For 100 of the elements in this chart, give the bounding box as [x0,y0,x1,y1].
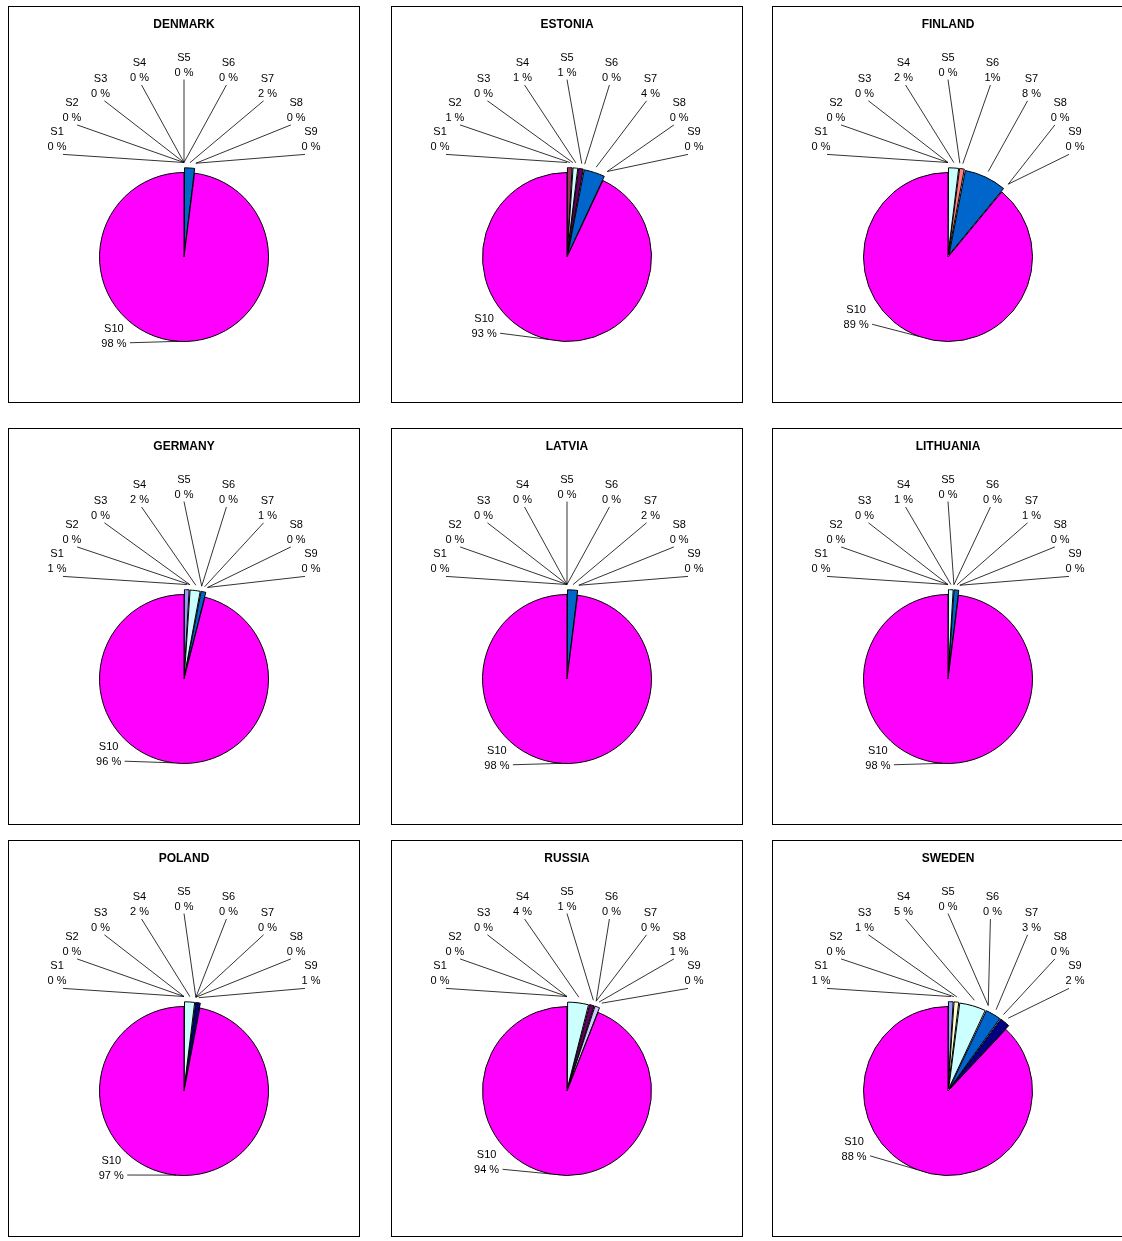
text: 0 % [811,562,831,575]
data-label: 96 % [96,755,122,768]
data-label: 2 % [130,493,150,506]
text: 0 % [826,944,846,957]
category-label: S2 [448,929,462,942]
data-label: 1 % [257,508,278,521]
slice-label: S3 [857,905,872,918]
category-label: S8 [672,517,686,530]
text: 0 % [938,65,958,78]
category-label: S5 [177,884,191,897]
slice-label: S10 [868,743,888,756]
category-label: S9 [304,125,318,138]
category-label: S9 [1068,125,1082,138]
text: 0 % [669,532,689,545]
text: 0 % [430,562,450,575]
text: 0 % [1050,532,1070,545]
text: 0 % [474,508,494,521]
data-label: 93 % [471,327,497,340]
slice-label: S9 [1068,959,1082,972]
category-label: S1 [433,959,447,972]
text: 0 % [445,944,465,957]
slice-label: S7 [260,493,275,506]
slice-label: S4 [896,890,911,903]
category-label: S9 [687,959,701,972]
text: 0 % [1065,562,1085,575]
category-label: S3 [476,71,491,84]
category-label: S6 [604,890,619,903]
data-label: 2 % [640,508,661,521]
data-label: 2 % [257,86,278,99]
category-label: S3 [857,493,872,506]
chart-title: DENMARK [153,17,215,32]
category-label: S2 [65,517,79,530]
data-label: 1% [984,71,1001,84]
category-label: S1 [50,959,64,972]
data-label: 1 % [445,110,465,123]
text: 0 % [62,110,82,123]
slice-label: S7 [643,493,658,506]
chart-title: GERMANY [153,439,215,454]
category-label: S8 [1053,929,1067,942]
slice-label: S5 [560,884,574,897]
text: 0 % [91,508,111,521]
data-label: 3 % [1021,920,1042,933]
chart-title: POLAND [158,851,210,866]
slice-label: S10 [844,1134,864,1147]
data-label: 1 % [557,899,577,912]
slice-label: S10 [101,1154,122,1167]
data-label: 1 % [301,974,321,987]
data-label: 1 % [513,71,533,84]
category-label: S8 [1053,517,1067,530]
category-label: S5 [560,472,574,485]
text: 0 % [219,905,238,918]
text: 0 % [286,944,306,957]
text: 0 % [983,905,1002,918]
slice-label: S1 [50,547,64,560]
data-label: 1 % [557,65,577,78]
text: 0 % [130,71,149,84]
category-label: S6 [985,478,1000,491]
text: 0 % [430,140,450,153]
data-label: 8 % [1021,86,1042,99]
text: 0 % [602,905,621,918]
category-label: S8 [672,95,686,108]
category-label: S6 [604,56,619,69]
text: 0 % [938,487,958,500]
category-label: S1 [433,547,447,560]
data-label: 1 % [855,920,875,933]
text: 0 % [301,562,321,575]
text: 0 % [684,974,704,987]
text: 0 % [640,920,660,933]
text: 0 % [174,65,194,78]
text: 0 % [474,86,494,99]
slice-label: S4 [515,890,530,903]
text: 0 % [1050,110,1070,123]
data-label: 1 % [811,974,831,987]
category-label: S2 [65,929,79,942]
category-label: S6 [985,890,1000,903]
text: 0 % [826,532,846,545]
text: 0 % [855,508,875,521]
category-label: S9 [687,125,701,138]
text: 0 % [219,71,238,84]
category-label: S8 [289,929,303,942]
text: 0 % [1065,140,1085,153]
category-label: S7 [643,905,658,918]
category-label: S1 [433,125,447,138]
category-label: S2 [448,517,462,530]
category-label: S7 [260,905,275,918]
slice-label: S1 [814,959,828,972]
slice-label: S9 [304,959,318,972]
data-label: 94 % [474,1163,500,1176]
text: 0 % [286,532,306,545]
data-label: 1 % [669,944,689,957]
text: 0 % [301,140,321,153]
chart-title: SWEDEN [921,851,975,866]
chart-title: LATVIA [545,439,589,454]
category-label: S6 [221,56,236,69]
text: 0 % [557,487,577,500]
category-label: S3 [857,71,872,84]
category-label: S3 [93,493,108,506]
chart-title: FINLAND [921,17,975,32]
text: 0 % [474,920,494,933]
category-label: S8 [1053,95,1067,108]
